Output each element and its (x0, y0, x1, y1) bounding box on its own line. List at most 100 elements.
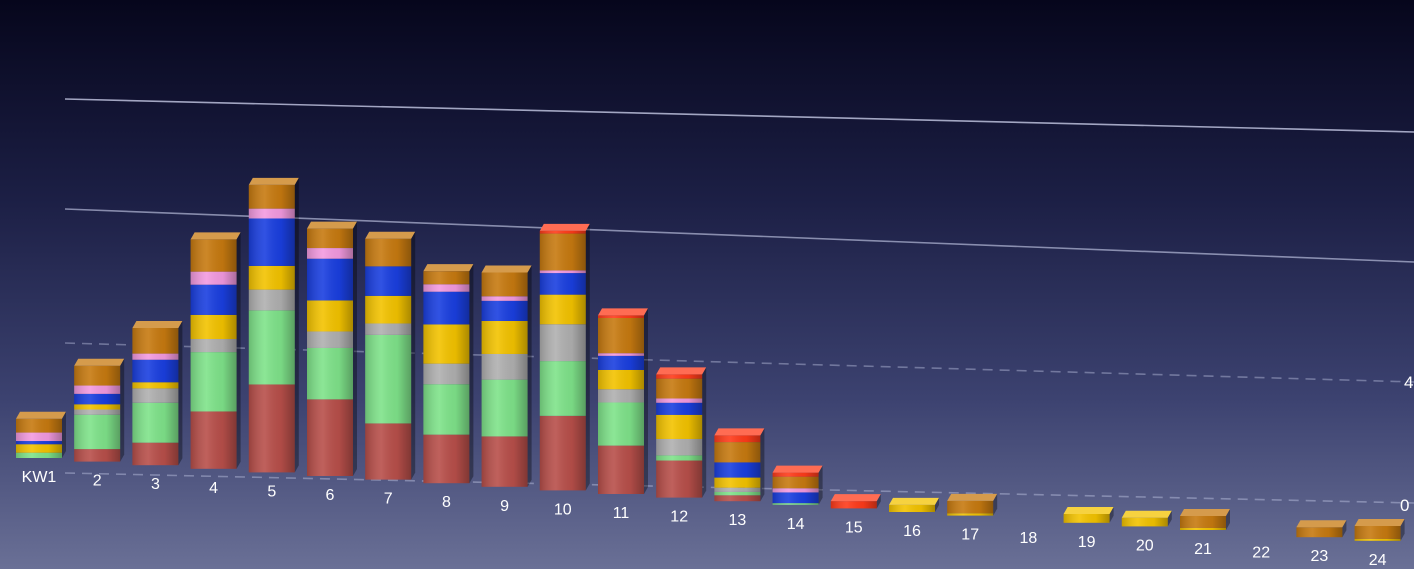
bar-stack (365, 231, 416, 480)
x-tick-label: 6 (326, 487, 335, 504)
bar-shading (132, 327, 179, 466)
x-tick-label: 17 (961, 527, 979, 544)
bar-shading (772, 472, 819, 505)
gridline-4 (64, 98, 1414, 133)
bar-side-face (62, 411, 66, 458)
x-tick-label: 18 (1020, 530, 1038, 547)
x-tick-label: 19 (1078, 534, 1096, 551)
bar-stack (1063, 506, 1114, 523)
bar-top-cap (16, 411, 66, 419)
bar-stack (74, 358, 125, 462)
bar-shading (1296, 527, 1343, 538)
bar-top-cap (423, 264, 474, 272)
bar-side-face (1342, 520, 1347, 538)
bar-shading (656, 374, 703, 498)
bar-stack (539, 223, 590, 491)
bar-stack (190, 232, 241, 469)
bar-side-face (818, 465, 823, 505)
bar-side-face (760, 428, 765, 502)
bar-shading (190, 239, 237, 469)
bar-stack (889, 497, 939, 512)
x-tick-label: 5 (267, 483, 276, 500)
bar-stack (656, 367, 707, 498)
bar-stack (1180, 509, 1230, 530)
bar-stack (423, 264, 474, 484)
bar-top-cap (598, 308, 648, 316)
bar-top-cap (74, 358, 125, 366)
x-tick-label: 3 (151, 476, 160, 493)
x-tick-label: 8 (442, 494, 451, 511)
bar-shading (307, 228, 353, 476)
x-tick-label: 11 (613, 505, 630, 522)
bar-side-face (1109, 506, 1114, 523)
bar-shading (889, 504, 935, 512)
bar-top-cap (1296, 520, 1347, 528)
bar-side-face (876, 494, 881, 509)
bar-stack (947, 493, 998, 516)
bar-side-face (411, 231, 416, 480)
y-tick-label: 0 (1400, 496, 1409, 515)
bar-shading (423, 271, 470, 484)
x-tick-label: 16 (903, 523, 921, 540)
bar-top-cap (889, 497, 939, 505)
bar-stack (307, 221, 357, 476)
bar-top-cap (307, 221, 357, 229)
bar-shading (1180, 516, 1226, 530)
bar-side-face (120, 358, 125, 462)
bar-shading (1354, 525, 1401, 541)
bar-top-cap (830, 494, 881, 502)
bar-shading (539, 230, 586, 491)
x-tick-label: 9 (500, 498, 509, 515)
x-tick-label: 2 (93, 473, 102, 490)
bar-side-face (993, 493, 998, 516)
bar-stack (248, 177, 299, 473)
bar-side-face (935, 497, 939, 512)
bar-top-cap (772, 465, 823, 473)
bar-shading (74, 365, 121, 462)
bar-side-face (353, 221, 357, 476)
x-tick-label: KW1 (22, 469, 57, 486)
bar-stack (772, 465, 823, 505)
x-tick-label: 21 (1194, 541, 1212, 558)
bar-side-face (644, 308, 648, 494)
x-tick-label: 22 (1252, 545, 1270, 562)
bar-top-cap (714, 428, 765, 436)
bar-top-cap (248, 177, 299, 185)
bar-shading (1063, 513, 1110, 523)
x-tick-label: 23 (1311, 548, 1329, 565)
bar-stack (16, 411, 66, 458)
bar-stack (598, 308, 648, 494)
bar-stack (132, 320, 183, 466)
bar-top-cap (365, 231, 416, 239)
x-tick-label: 10 (554, 501, 572, 518)
bar-shading (1121, 517, 1168, 527)
bar-stack (1296, 520, 1347, 538)
bar-shading (16, 418, 62, 458)
bar-stack (714, 428, 765, 502)
x-tick-label: 24 (1369, 552, 1387, 569)
bar-side-face (527, 265, 532, 487)
bar-side-face (178, 320, 183, 466)
x-tick-label: 13 (729, 512, 747, 529)
bar-shading (947, 500, 994, 516)
bar-shading (714, 435, 761, 502)
bar-top-cap (656, 367, 707, 375)
bar-top-cap (1121, 510, 1172, 518)
bar-top-cap (132, 320, 183, 328)
bar-side-face (1167, 510, 1172, 527)
bar-shading (365, 238, 412, 480)
x-axis-labels: KW1 2 3 4 5 6 7 8 9 10 11 12 13 14 15 16 17 18 19 20 21 22 23 2… (22, 469, 1387, 569)
x-tick-label: 20 (1136, 537, 1154, 554)
x-tick-label: 4 (209, 480, 218, 497)
bars (16, 177, 1405, 541)
y-axis-ticks: 04 (1400, 373, 1413, 515)
x-tick-label: 12 (670, 509, 688, 526)
bar-side-face (294, 177, 299, 473)
gridline-1 (64, 472, 1414, 504)
x-tick-label: 7 (384, 491, 393, 508)
bar-stack (481, 265, 532, 487)
bar-shading (481, 272, 528, 487)
bar-top-cap (539, 223, 590, 231)
